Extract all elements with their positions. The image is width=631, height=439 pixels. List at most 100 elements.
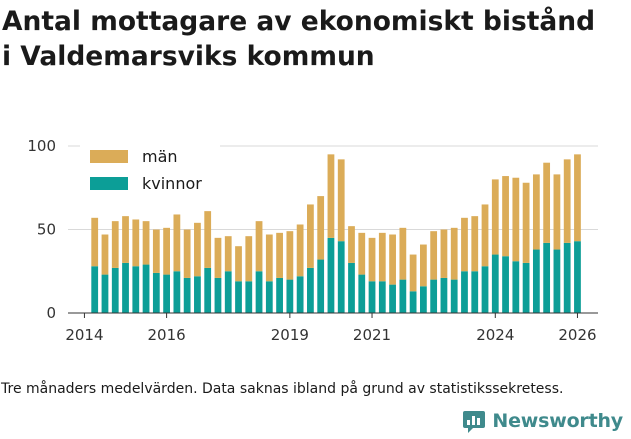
bar-man [265,234,273,282]
bar-kvinnor [286,279,294,313]
legend-label: män [142,147,178,166]
bar-man [543,162,551,243]
bar-man [348,226,355,263]
bar-man [358,232,366,275]
bar-man [563,159,571,243]
bar-kvinnor [358,274,366,313]
bar-man [389,234,396,285]
bar-kvinnor [574,241,581,313]
bar-kvinnor [409,291,417,313]
bar-kvinnor [265,281,273,313]
bar-man [368,237,376,282]
bar-man [409,254,417,292]
footnote: Tre månaders medelvärden. Data saknas ib… [1,381,564,397]
legend-swatch [90,150,128,163]
bar-kvinnor [543,242,551,313]
bar-kvinnor [471,271,479,313]
bar-man [512,177,520,262]
bar-man [122,216,129,263]
x-tick-label: 2024 [476,326,514,344]
legend-label: kvinnor [142,174,202,193]
bar-kvinnor [122,262,129,313]
bar-man [224,236,232,272]
bar-kvinnor [440,277,448,313]
bar-kvinnor [430,279,438,313]
bar-man [173,214,181,272]
bar-man [327,154,335,238]
bar-kvinnor [142,264,150,313]
chart-title-line-2: i Valdemarsviks kommun [2,41,375,72]
bar-kvinnor [512,261,520,313]
bar-man [142,221,150,265]
bar-kvinnor [163,274,170,313]
bar-kvinnor [327,237,335,313]
bar-kvinnor [481,266,489,313]
bar-man [286,231,294,280]
bar-kvinnor [450,279,458,313]
bar-man [317,196,325,260]
x-tick-label: 2026 [558,326,596,344]
bar-man [574,154,581,242]
bar-kvinnor [307,267,314,313]
bar-kvinnor [419,286,427,313]
bar-kvinnor [532,249,540,313]
stacked-bar-chart: 0 50 100 2014 2016 2019 2021 2024 2026 män kvinnor [27,137,598,344]
x-tick-label: 2021 [353,326,391,344]
bar-kvinnor [111,267,119,313]
bar-man [91,217,99,267]
bar-kvinnor [296,276,304,313]
bar-kvinnor [224,271,232,313]
bar-man [440,229,448,278]
bar-kvinnor [337,241,345,313]
bar-man [502,176,509,257]
bar-man [307,204,314,268]
bar-kvinnor [235,281,242,313]
bar-man [255,221,263,272]
bar-kvinnor [101,274,109,313]
bar-man [111,221,119,268]
bar-man [378,232,386,282]
chart-title-line-1: Antal mottagare av ekonomiskt bistånd [2,6,596,37]
bar-man [337,159,345,242]
bar-man [553,174,561,250]
bar-man [163,227,170,275]
bar-man [450,227,458,280]
bar-man [204,211,212,268]
bar-man [101,234,109,275]
bar-kvinnor [522,262,530,313]
x-tick-label: 2016 [148,326,186,344]
bar-kvinnor [317,259,325,313]
x-tick-label: 2014 [65,326,103,344]
bar-man [276,232,283,278]
bar-man [532,174,540,250]
bar-kvinnor [214,277,222,313]
bar-kvinnor [255,271,263,313]
bar-man [522,182,530,263]
bar-man [399,227,407,280]
bar-man [461,217,468,272]
bar-man [194,222,201,277]
bar-kvinnor [276,277,283,313]
x-tick-label: 2019 [271,326,309,344]
bar-man [430,231,438,280]
bar-kvinnor [563,242,571,313]
bar-man [132,219,140,267]
bar-man [183,229,191,278]
y-tick-label: 100 [27,137,56,155]
bar-kvinnor [461,271,468,313]
bar-kvinnor [152,272,160,313]
bar-kvinnor [183,277,191,313]
bar-man [471,216,479,272]
bar-kvinnor [399,279,407,313]
bar-kvinnor [194,276,201,313]
brand-logo: Newsworthy [462,409,623,433]
legend-swatch [90,177,128,190]
bar-man [296,224,304,277]
bar-kvinnor [91,266,99,313]
chart-title: Antal mottagare av ekonomiskt bistånd i … [2,4,630,74]
bar-kvinnor [173,271,181,313]
y-tick-label: 50 [37,221,56,239]
bar-kvinnor [368,281,376,313]
bar-man [235,246,242,282]
bar-kvinnor [502,256,509,313]
